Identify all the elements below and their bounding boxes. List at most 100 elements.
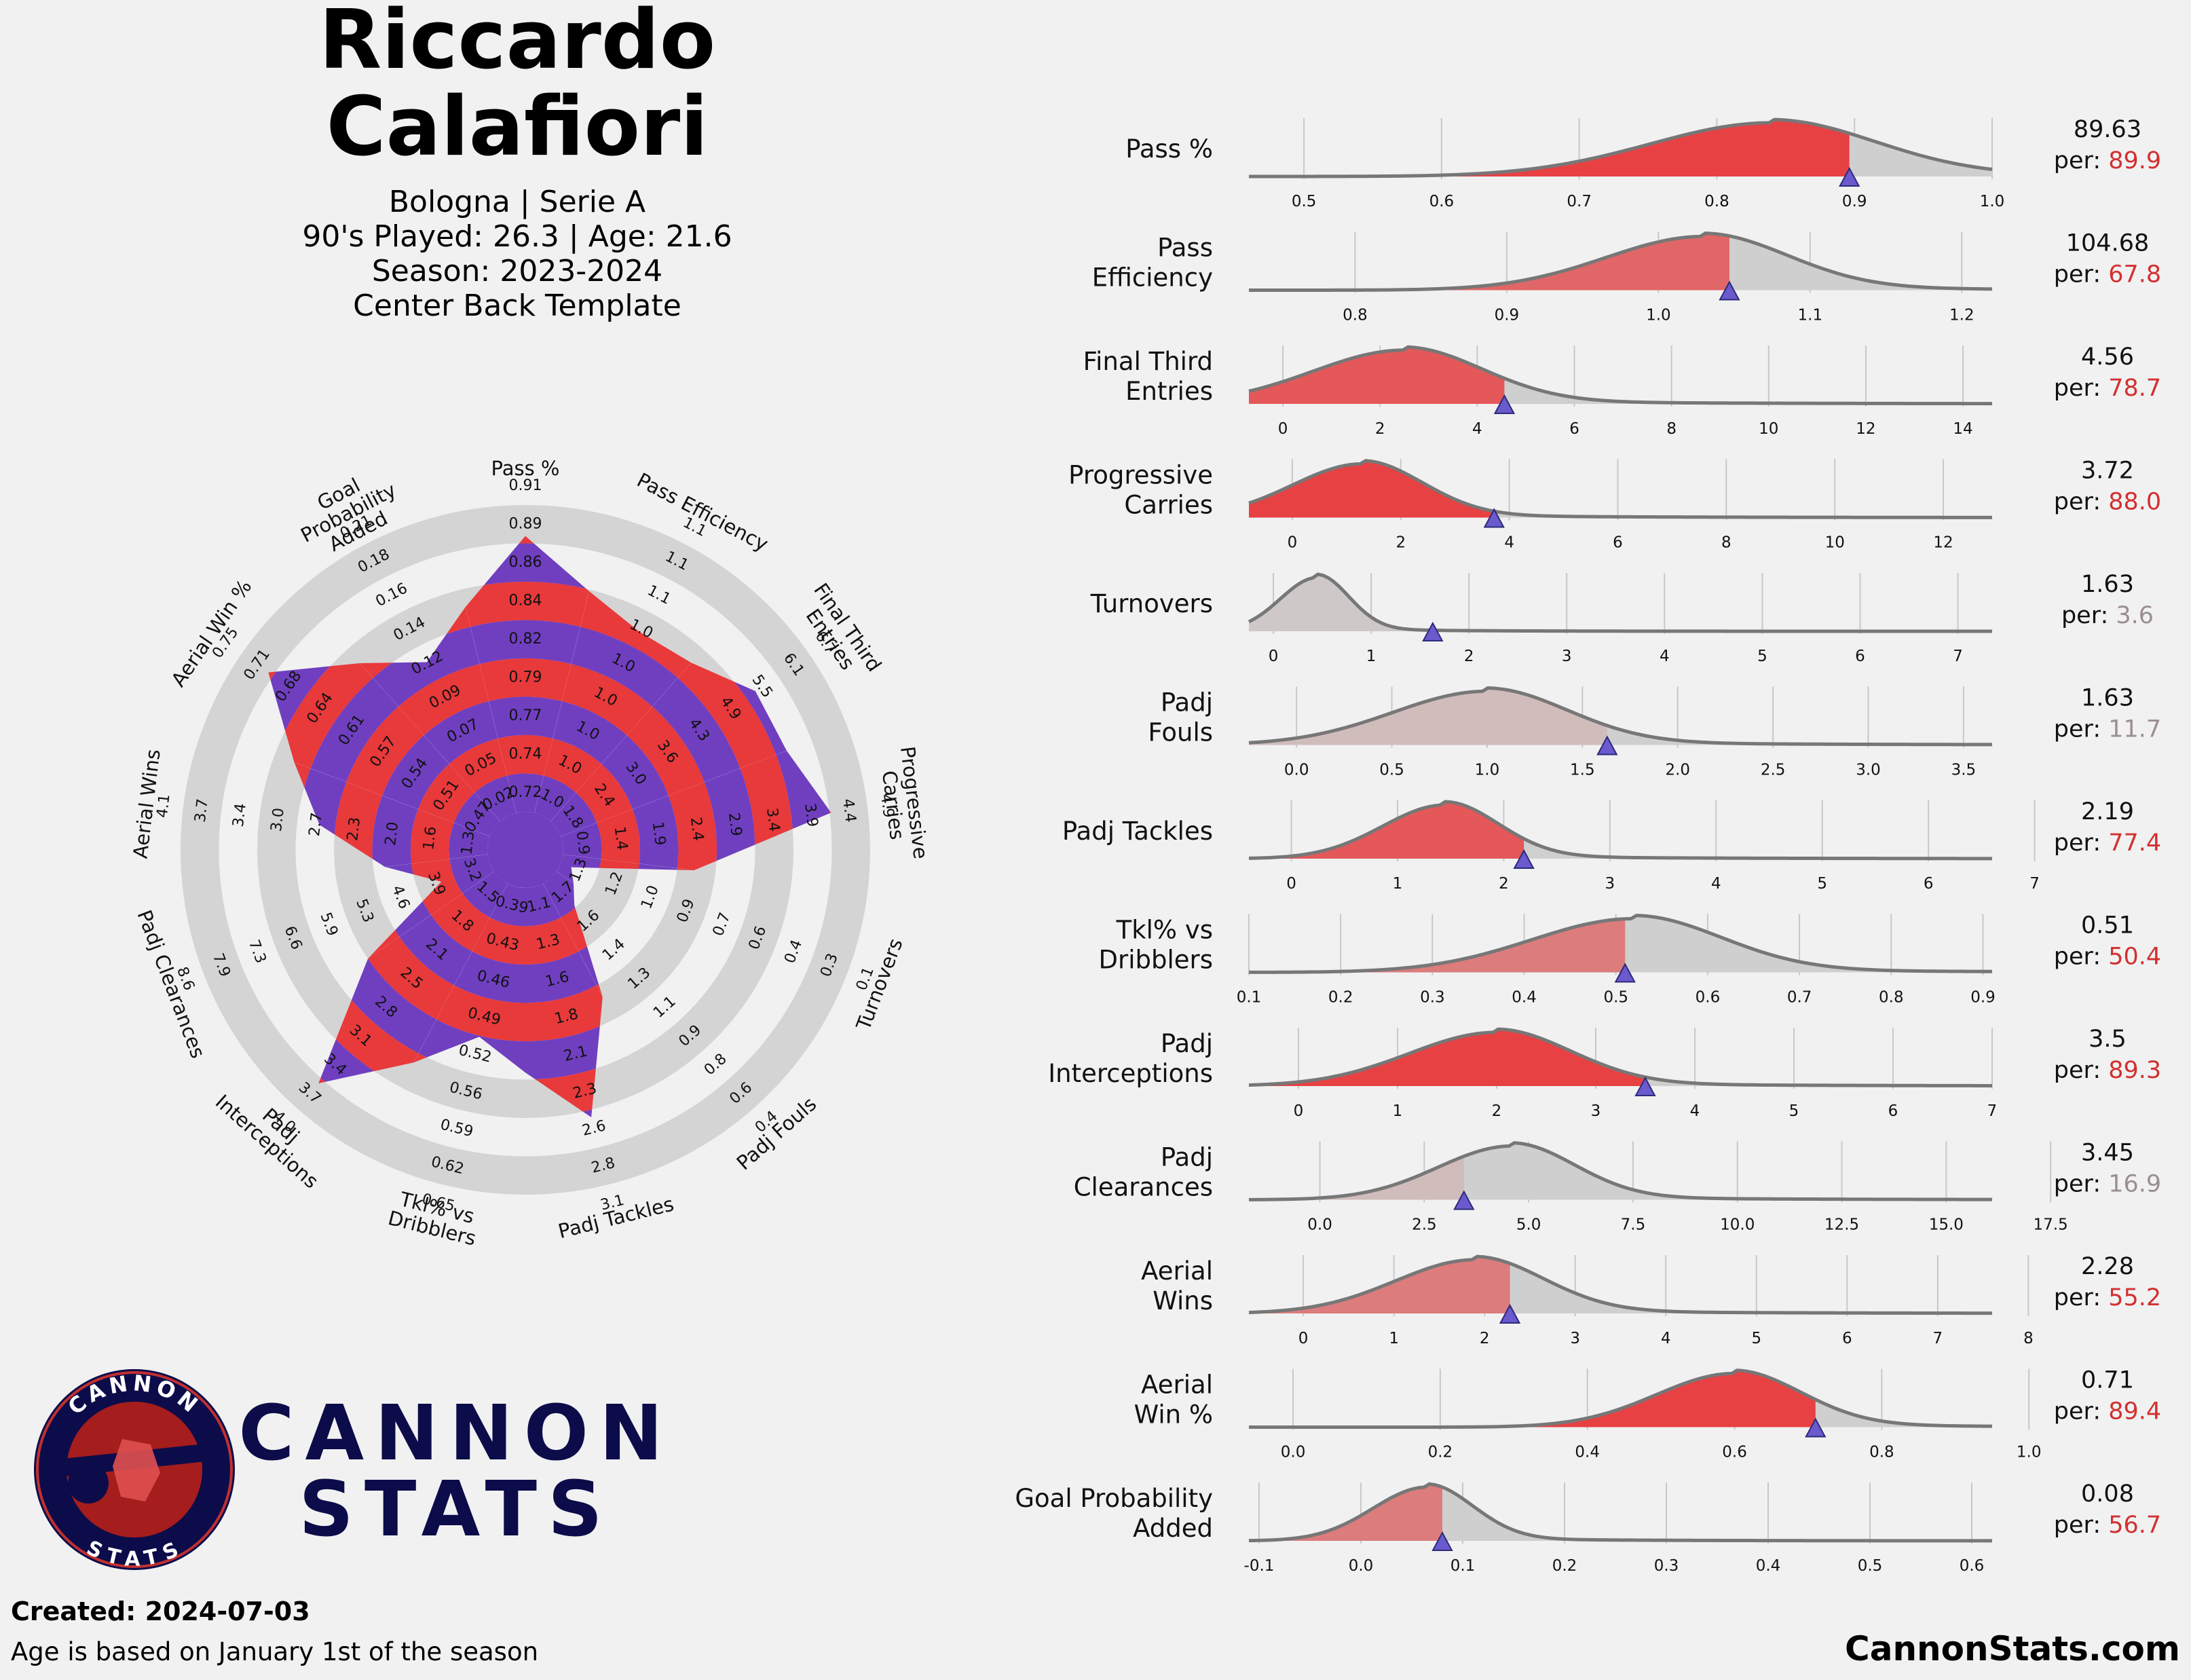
density-tick-label: 7 [1987,1102,1998,1120]
density-tick-label: 0.5 [1379,762,1404,779]
radar-wedge-band [507,773,544,813]
wordmark-cannon: CANNON [238,1389,673,1478]
radar-axis-label-pass-pct: Pass % [491,457,560,480]
density-tick-label: 0.1 [1237,989,1262,1007]
metric-value: 2.28 [2081,1253,2134,1280]
density-tick-label: 0.8 [1869,1444,1894,1461]
density-tick-label: 10.0 [1720,1216,1755,1234]
metric-percentile: per: 16.9 [2054,1171,2161,1198]
radar-wedge-band [626,706,705,796]
density-tick-label: 0.6 [1696,989,1721,1007]
radar-wedge-band [399,915,472,986]
radar-wedge-band [525,951,597,1003]
density-curve [1248,914,1993,974]
density-tick-label: 7.5 [1621,1216,1646,1234]
density-area [1249,688,1992,745]
radar-wedge-band [462,871,508,918]
radar-tick-label: 0.84 [509,592,542,609]
density-row-padj-clearances: 0.0 2.5 5.0 7.5 10.0 12.5 15.0 17.5 Padj Clearanc… [1074,1140,2161,1234]
density-metric-label: Aerial Win % [1134,1370,1213,1430]
density-tick-label: 2.5 [1761,762,1786,779]
radar-tick-label: 0.9 [573,830,593,856]
density-tick-label: 0 [1294,1102,1304,1120]
density-tick-label: 3 [1605,875,1615,893]
radar-wedge-band [310,677,398,783]
density-tick-label: 14 [1953,420,1972,438]
radar-wedge-band [449,823,490,859]
density-tick-label: 3 [1562,648,1572,665]
density-row-pass-efficiency: 0.8 0.9 1.0 1.1 1.2 Pass Efficiency 104.68 per: … [1092,230,2161,324]
density-percentile-fill [1249,460,1495,518]
density-tick-label: 1.1 [1798,307,1823,324]
density-tick-label: 0 [1278,420,1288,438]
website: CannonStats.com [1845,1629,2180,1668]
density-tick-label: 1 [1393,1102,1403,1120]
radar-wedge-band [489,696,562,739]
radar-wedge-band [454,951,525,1003]
density-metric-label: Padj Clearances [1074,1143,1213,1202]
density-tick-label: 5 [1757,648,1767,665]
density-tick-label: 12 [1933,534,1953,552]
player-marker-icon [1719,280,1740,301]
density-tick-label: 1.0 [2017,1444,2042,1461]
player-header: Riccardo Calafiori Bologna | Serie A 90'… [302,0,732,323]
radar-tick-label: 1.4 [611,825,631,851]
radar-wedge-band [561,664,653,736]
player-marker-icon [1493,394,1516,414]
radar-wedge-band [597,809,641,864]
density-tick-label: 10 [1759,420,1778,438]
density-curve [1249,1368,1993,1429]
density-curve [1248,117,1993,179]
radar-wedge-band [449,854,494,893]
radar-wedge-band [346,706,424,796]
metric-value: 0.08 [2081,1480,2134,1508]
density-tick-label: 0.5 [1292,193,1317,210]
density-tick-label: 5 [1817,875,1827,893]
metric-percentile: per: 11.7 [2054,716,2161,743]
radar-tick-label: 3.4 [230,802,250,828]
density-tick-label: 2 [1499,875,1509,893]
density-curve [1248,800,1993,861]
density-tick-label: 3 [1591,1102,1601,1120]
density-tick-label: 0.9 [1970,989,1996,1007]
density-curve [1248,1141,1993,1201]
radar-wedge-band [268,662,348,755]
density-tick-label: -0.1 [1244,1557,1275,1575]
player-marker-icon [1422,621,1444,641]
density-tick-label: 1 [1393,875,1403,893]
density-tick-label: 6 [1842,1330,1852,1347]
radar-wedge-band [489,883,525,927]
density-tick-label: 0.1 [1450,1557,1476,1575]
density-row-aerial-win-pct: 0.0 0.2 0.4 0.6 0.8 1.0 Aerial Win % 0.71 per: 89… [1134,1367,2162,1461]
density-metric-label: Tkl% vs Dribblers [1099,916,1214,975]
density-tick-label: 0.6 [1960,1557,1985,1575]
density-tick-label: 1.5 [1570,762,1595,779]
radar-tick-label: 3.4 [763,807,783,833]
radar-wedge-band [372,796,418,867]
metric-percentile: per: 67.8 [2054,261,2161,288]
radar-center [487,812,563,888]
density-tick-label: 5 [1789,1102,1799,1120]
player-name-line1: Riccardo [319,0,715,88]
age-note: Age is based on January 1st of the seaso… [11,1637,538,1666]
density-tick-label: 0.3 [1654,1557,1679,1575]
density-tick-label: 4 [1690,1102,1700,1120]
density-tick-label: 0.4 [1512,989,1537,1007]
density-curve [1248,1482,1992,1543]
density-row-progressive-carries: 0 2 4 6 8 10 12 Progressive Carries 3.72 per: 88.0 [1068,458,2161,552]
density-row-padj-tackles: 0 1 2 3 4 5 6 7 Padj Tackles 2.19 per: 77.4 [1062,798,2161,893]
radar-tick-label: 2.7 [306,812,326,838]
density-tick-label: 0.8 [1879,989,1904,1007]
radar-wedge-band [534,775,576,822]
radar-tick-label: 2.0 [382,821,402,846]
metric-percentile: per: 55.2 [2054,1284,2161,1311]
metric-percentile: per: 3.6 [2061,602,2154,629]
created-date: Created: 2024-07-03 [11,1597,310,1626]
density-tick-label: 0.8 [1343,307,1368,324]
density-tick-label: 5.0 [1516,1216,1541,1234]
density-tick-label: 0.7 [1787,989,1812,1007]
density-tick-label: 6 [1924,875,1934,893]
radar-wedge-band [470,620,581,665]
player-marker-icon [1614,963,1636,983]
